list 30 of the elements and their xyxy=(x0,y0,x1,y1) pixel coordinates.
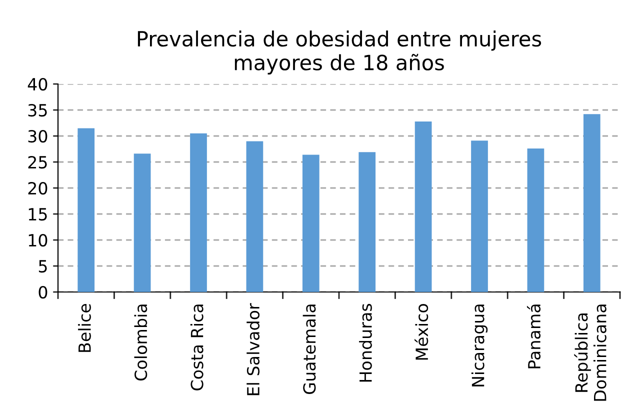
bar xyxy=(414,121,432,292)
x-tick-label: Guatemala xyxy=(302,304,316,394)
x-tick-label: El Salvador xyxy=(246,303,260,396)
y-tick-label: 35 xyxy=(28,104,47,117)
y-tick-label: 40 xyxy=(28,78,48,91)
bar xyxy=(246,141,264,292)
bar xyxy=(471,140,488,292)
x-tick-label: República Dominicana xyxy=(574,304,606,401)
y-tick-label: 25 xyxy=(28,156,47,169)
x-tick-label: Nicaragua xyxy=(471,304,488,386)
y-tick-label: 15 xyxy=(28,208,47,221)
bar xyxy=(527,148,544,292)
bar xyxy=(302,154,320,292)
x-tick-label: Belice xyxy=(78,304,91,352)
x-tick-label: Honduras xyxy=(359,304,372,382)
chart-title: Prevalencia de obesidad entre mujeres mayores de 18 años xyxy=(138,30,542,74)
y-tick-label: 0 xyxy=(38,286,48,299)
bar xyxy=(134,154,151,292)
y-tick-label: 5 xyxy=(38,260,47,273)
y-tick-label: 20 xyxy=(28,182,48,195)
bar xyxy=(78,128,95,292)
x-tick-label: Costa Rica xyxy=(190,304,204,390)
x-tick-label: Colombia xyxy=(134,304,148,380)
x-tick-label: Panamá xyxy=(526,304,541,368)
bar xyxy=(583,114,600,292)
bar xyxy=(358,152,376,292)
bar xyxy=(190,133,207,292)
y-tick-label: 10 xyxy=(28,234,48,247)
y-tick-label: 30 xyxy=(28,130,48,143)
x-tick-label: México xyxy=(414,304,428,360)
